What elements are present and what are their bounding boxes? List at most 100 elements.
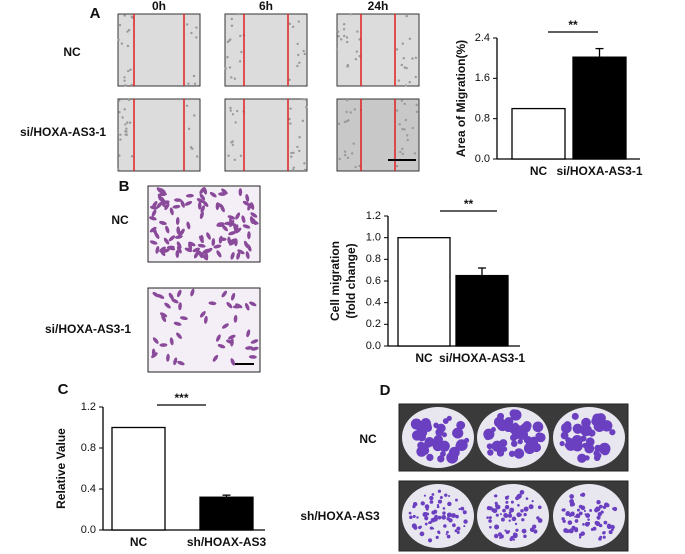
cell bbox=[212, 354, 219, 362]
colony bbox=[427, 538, 433, 543]
cell bbox=[235, 212, 241, 220]
cell bbox=[234, 227, 242, 234]
colony bbox=[585, 437, 595, 447]
cell bbox=[405, 14, 408, 18]
cell bbox=[336, 30, 340, 33]
colony bbox=[578, 511, 583, 516]
colony bbox=[489, 525, 492, 529]
colony bbox=[429, 526, 434, 530]
cell bbox=[337, 35, 340, 38]
cell bbox=[149, 240, 158, 245]
cell bbox=[221, 323, 229, 329]
colony bbox=[456, 526, 461, 531]
colony bbox=[595, 413, 606, 424]
cell bbox=[193, 114, 196, 117]
bar bbox=[199, 496, 254, 531]
colony bbox=[511, 516, 517, 522]
cell bbox=[403, 102, 406, 106]
cell bbox=[403, 66, 406, 69]
cell bbox=[176, 226, 181, 235]
cell bbox=[195, 26, 198, 29]
cell bbox=[251, 217, 257, 226]
colony bbox=[569, 494, 575, 499]
cell bbox=[230, 76, 233, 79]
bar bbox=[455, 274, 509, 347]
cell bbox=[230, 292, 236, 301]
cell bbox=[148, 216, 157, 221]
cell bbox=[155, 245, 160, 254]
cell bbox=[298, 136, 301, 139]
colony bbox=[410, 418, 422, 430]
cell bbox=[177, 360, 185, 366]
colony bbox=[454, 431, 461, 438]
cell bbox=[414, 56, 418, 60]
y-tick-label: 0.8 bbox=[366, 253, 381, 265]
cell bbox=[248, 355, 257, 359]
cell bbox=[149, 226, 157, 233]
x-tick-label: NC bbox=[130, 535, 148, 549]
cell bbox=[247, 231, 251, 240]
cell bbox=[242, 200, 251, 206]
y-tick-label: 0.6 bbox=[366, 275, 381, 287]
cell bbox=[404, 84, 408, 87]
y-tick-label: 1.2 bbox=[81, 401, 96, 413]
cell bbox=[187, 82, 190, 85]
cell bbox=[124, 133, 127, 136]
scratch-image bbox=[224, 13, 308, 87]
colony bbox=[513, 448, 525, 459]
colony bbox=[587, 518, 590, 521]
colony bbox=[521, 431, 527, 437]
cell bbox=[239, 34, 242, 38]
colony bbox=[423, 494, 427, 497]
cell bbox=[337, 122, 341, 125]
y-tick-label: 0.8 bbox=[475, 113, 490, 125]
cell bbox=[402, 57, 405, 60]
cell bbox=[415, 110, 419, 113]
cell bbox=[216, 250, 222, 258]
cell bbox=[186, 221, 191, 230]
cell bbox=[401, 147, 404, 151]
cell bbox=[302, 49, 305, 53]
cell bbox=[342, 22, 346, 26]
cell bbox=[234, 121, 237, 124]
cell bbox=[246, 329, 251, 338]
cell bbox=[175, 217, 180, 226]
colony bbox=[504, 419, 512, 427]
cell bbox=[401, 152, 404, 156]
colony bbox=[577, 453, 587, 463]
colony bbox=[441, 514, 447, 520]
cell bbox=[164, 302, 171, 309]
colony bbox=[460, 506, 465, 511]
colony bbox=[409, 515, 413, 520]
colony bbox=[525, 497, 529, 501]
cell bbox=[303, 52, 306, 56]
cell bbox=[152, 337, 159, 344]
colony bbox=[583, 425, 589, 432]
colony bbox=[569, 499, 575, 504]
cell bbox=[250, 346, 259, 351]
cell bbox=[296, 145, 299, 149]
x-tick-label: NC bbox=[530, 164, 548, 178]
cell bbox=[159, 249, 166, 257]
cell bbox=[303, 162, 306, 165]
cell bbox=[163, 237, 170, 245]
colony bbox=[589, 509, 593, 512]
colony bbox=[518, 513, 522, 517]
cell bbox=[216, 222, 225, 226]
cell bbox=[350, 152, 354, 155]
column-label: 0h bbox=[152, 0, 166, 13]
colony bbox=[532, 421, 544, 433]
colony bbox=[515, 528, 519, 532]
cell bbox=[168, 292, 174, 300]
colony bbox=[510, 440, 518, 447]
cell bbox=[202, 200, 209, 207]
cell bbox=[250, 339, 259, 344]
cell bbox=[188, 242, 193, 251]
y-tick-label: 0.0 bbox=[81, 524, 96, 536]
cell bbox=[184, 200, 193, 206]
cell bbox=[297, 20, 301, 23]
x-tick-label: sh/HOAX-AS3 bbox=[187, 535, 267, 549]
bar bbox=[572, 56, 627, 160]
colony bbox=[523, 534, 527, 539]
colony bbox=[508, 450, 516, 457]
